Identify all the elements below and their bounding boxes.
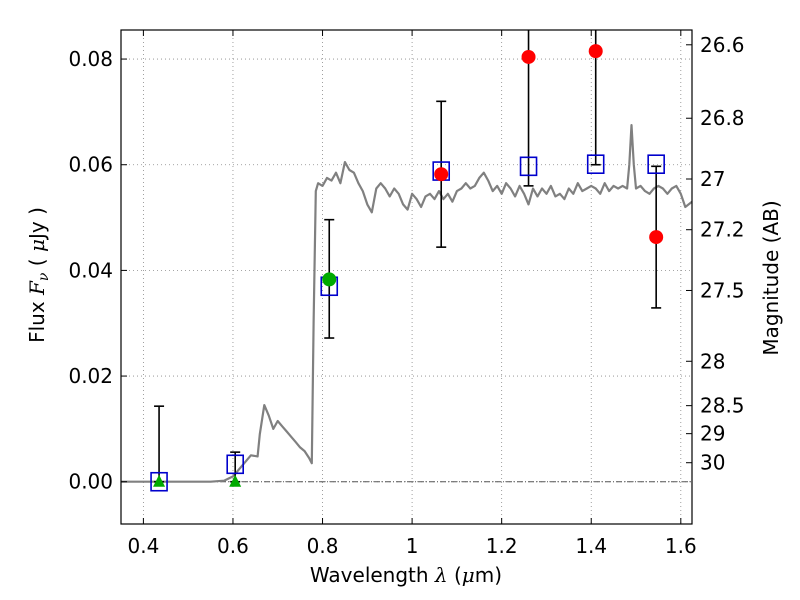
right-tick-label: 27.2	[700, 218, 745, 242]
x-tick-label: 0.6	[217, 534, 249, 558]
right-tick-label: 29	[700, 422, 725, 446]
x-tick-label: 0.4	[127, 534, 159, 558]
triangle-marker	[229, 474, 242, 487]
square-marker	[519, 156, 538, 177]
square-marker	[647, 154, 665, 174]
x-tick-label: 1.6	[665, 534, 697, 558]
model-spectrum-line	[121, 123, 692, 483]
square-marker	[586, 154, 605, 174]
right-tick-label: 28.5	[700, 394, 745, 418]
x-axis-label: Wavelength λ (μm)	[310, 563, 502, 587]
circle-marker	[434, 167, 449, 182]
right-tick-label: 30	[700, 451, 725, 475]
y-tick-label: 0.04	[68, 258, 113, 282]
right-tick-label: 26.6	[700, 33, 745, 57]
triangle-marker	[153, 474, 166, 487]
y-tick-label: 0.08	[68, 47, 113, 71]
circle-marker	[588, 44, 603, 59]
x-tick-label: 1.4	[575, 534, 607, 558]
x-tick-label: 1	[406, 534, 419, 558]
x-axis: 0.4 0.6 0.8 1 1.2 1.4 1.6	[127, 30, 697, 558]
right-tick-label: 26.8	[700, 106, 745, 130]
markers	[150, 44, 665, 492]
y-tick-label: 0.00	[68, 470, 113, 494]
y-tick-label: 0.06	[68, 153, 113, 177]
plot-frame	[120, 29, 693, 525]
y-tick-label: 0.02	[68, 364, 113, 388]
plot-area	[121, 123, 692, 483]
circle-marker	[322, 272, 337, 287]
circle-marker	[649, 230, 664, 245]
right-axis: 26.6 26.8 27 27.2 27.5 28 28.5 29 30	[686, 33, 745, 475]
x-tick-label: 0.8	[307, 534, 339, 558]
x-tick-label: 1.2	[486, 534, 518, 558]
circle-marker	[521, 49, 536, 64]
right-tick-label: 28	[700, 349, 725, 373]
square-marker	[226, 454, 244, 475]
right-axis-label: Magnitude (AB)	[759, 200, 783, 355]
square-marker	[150, 471, 168, 492]
y-axis: 0.00 0.02 0.04 0.06 0.08	[68, 47, 127, 494]
right-tick-label: 27	[700, 167, 725, 191]
right-tick-label: 27.5	[700, 278, 745, 302]
